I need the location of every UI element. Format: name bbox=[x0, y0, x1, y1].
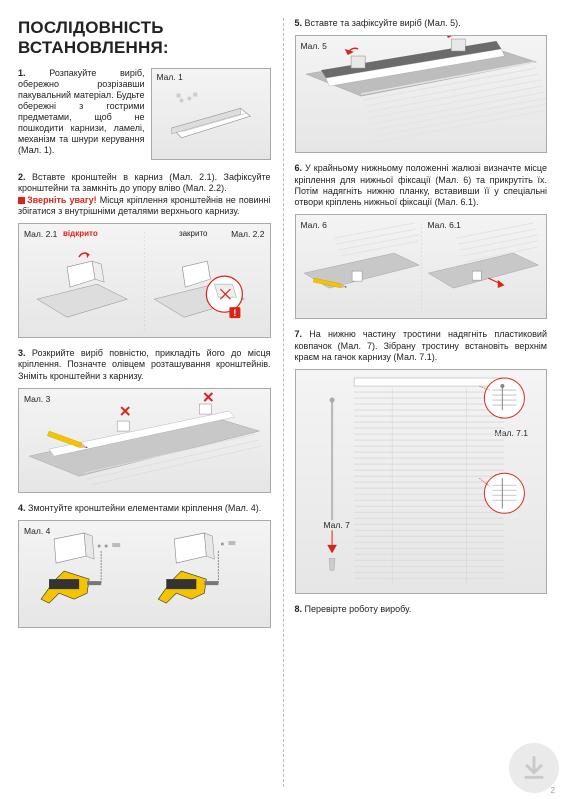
page-title: ПОСЛІДОВНІСТЬ ВСТАНОВЛЕННЯ: bbox=[18, 18, 271, 58]
step4-num: 4. bbox=[18, 503, 26, 513]
fig5-svg bbox=[296, 36, 546, 154]
right-column: 5. Вставте та зафіксуйте виріб (Мал. 5).… bbox=[283, 0, 565, 799]
step3-body: Розкрийте виріб повністю, прикладіть йог… bbox=[18, 348, 271, 381]
step1-body: Розпакуйте виріб, обережно розрізавши па… bbox=[18, 68, 145, 155]
step8-num: 8. bbox=[295, 604, 303, 614]
step8-body: Перевірте роботу виробу. bbox=[305, 604, 412, 614]
step1-block: 1. Розпакуйте виріб, обережно розрізавши… bbox=[18, 68, 271, 160]
fig1-svg bbox=[152, 69, 270, 159]
figure-1: Мал. 1 bbox=[151, 68, 271, 160]
step6-text: 6. У крайньому нижньому положенні жалюзі… bbox=[295, 163, 548, 208]
step4-body: Змонтуйте кронштейни елементами кріпленн… bbox=[28, 503, 261, 513]
fig7-svg bbox=[296, 370, 546, 595]
step2-body: Вставте кронштейн в карниз (Мал. 2.1). З… bbox=[18, 172, 271, 193]
fig3-svg bbox=[19, 389, 269, 494]
figure-2: Мал. 2.1 відкрито закрито Мал. 2.2 ! bbox=[18, 223, 271, 338]
step3-text: 3. Розкрийте виріб повністю, прикладіть … bbox=[18, 348, 271, 382]
step8-text: 8. Перевірте роботу виробу. bbox=[295, 604, 548, 615]
step5-text: 5. Вставте та зафіксуйте виріб (Мал. 5). bbox=[295, 18, 548, 29]
figure-7: Мал. 7 Мал. 7.1 bbox=[295, 369, 548, 594]
step4-text: 4. Змонтуйте кронштейни елементами кріпл… bbox=[18, 503, 271, 514]
column-divider bbox=[283, 18, 284, 787]
step7-text: 7. На нижню частину тростини надягніть п… bbox=[295, 329, 548, 363]
step2-text: 2. Вставте кронштейн в карниз (Мал. 2.1)… bbox=[18, 172, 271, 217]
step7-num: 7. bbox=[295, 329, 303, 339]
step6-num: 6. bbox=[295, 163, 303, 173]
step7-body: На нижню частину тростини надягніть плас… bbox=[295, 329, 548, 362]
step1-num: 1. bbox=[18, 68, 26, 78]
step2-warn-bold: Зверніть увагу! bbox=[27, 195, 97, 205]
step5-num: 5. bbox=[295, 18, 303, 28]
figure-3: Мал. 3 bbox=[18, 388, 271, 493]
fig6-svg bbox=[296, 215, 546, 320]
step6-body: У крайньому нижньому положенні жалюзі ви… bbox=[295, 163, 548, 207]
fig2-svg: ! bbox=[19, 224, 269, 339]
left-column: ПОСЛІДОВНІСТЬ ВСТАНОВЛЕННЯ: 1. Розпакуйт… bbox=[0, 0, 283, 799]
step2-num: 2. bbox=[18, 172, 26, 182]
warn-square-icon bbox=[18, 197, 25, 204]
download-arrow-icon bbox=[520, 754, 548, 782]
step3-num: 3. bbox=[18, 348, 26, 358]
step1-text: 1. Розпакуйте виріб, обережно розрізавши… bbox=[18, 68, 145, 156]
fig4-svg bbox=[19, 521, 269, 629]
page-number: 2 bbox=[551, 786, 555, 795]
figure-4: Мал. 4 bbox=[18, 520, 271, 628]
figure-5: Мал. 5 bbox=[295, 35, 548, 153]
step5-body: Вставте та зафіксуйте виріб (Мал. 5). bbox=[305, 18, 461, 28]
svg-text:!: ! bbox=[233, 308, 236, 318]
figure-6: Мал. 6 Мал. 6.1 bbox=[295, 214, 548, 319]
